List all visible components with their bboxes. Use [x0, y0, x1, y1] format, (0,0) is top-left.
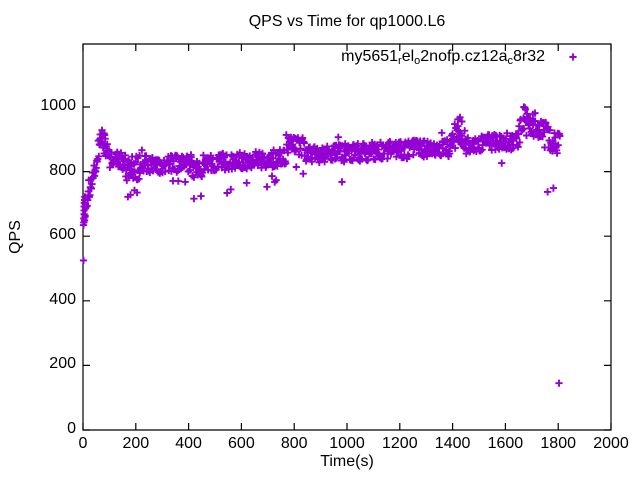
x-tick-label-1800: 1800 [540, 435, 576, 452]
legend-label-subscript: o [414, 54, 421, 67]
legend-label-segment: 2nofp.cz12a [420, 48, 508, 65]
x-tick-label-1000: 1000 [329, 435, 365, 452]
legend-entry: my5651relo2nofp.cz12ac8r32 [341, 47, 545, 71]
legend-point-marker [569, 53, 577, 61]
x-tick-label-1200: 1200 [382, 435, 418, 452]
axis-ticks [82, 44, 612, 431]
legend-label-subscript: r [398, 54, 402, 67]
x-tick-label-1400: 1400 [434, 435, 471, 452]
y-tick-label-1000: 1000 [40, 96, 76, 114]
x-tick-label-1600: 1600 [487, 435, 524, 452]
y-tick-label-400: 400 [49, 290, 76, 308]
legend-label-segment: el [401, 48, 415, 65]
x-tick-label-0: 0 [78, 435, 88, 452]
chart-title: QPS vs Time for qp1000.L6 [248, 13, 446, 30]
legend-label-segment: my5651 [341, 48, 399, 65]
x-tick-label-400: 400 [175, 435, 202, 452]
scatter-points [79, 103, 564, 387]
legend-label-segment: 8r32 [512, 48, 545, 65]
x-tick-label-800: 800 [280, 435, 308, 452]
legend-label-subscript: c [507, 54, 513, 67]
x-tick-label-200: 200 [122, 435, 150, 452]
y-tick-label-0: 0 [67, 420, 76, 437]
legend-label: my5651relo2nofp.cz12ac8r32 [341, 48, 545, 67]
plot-border [82, 43, 612, 431]
y-tick-label-600: 600 [49, 226, 76, 244]
x-tick-label-2000: 2000 [593, 435, 629, 452]
y-tick-label-800: 800 [49, 161, 76, 179]
y-tick-label-200: 200 [49, 355, 76, 373]
x-tick-label-600: 600 [228, 435, 255, 452]
x-axis-label: Time(s) [320, 453, 374, 470]
